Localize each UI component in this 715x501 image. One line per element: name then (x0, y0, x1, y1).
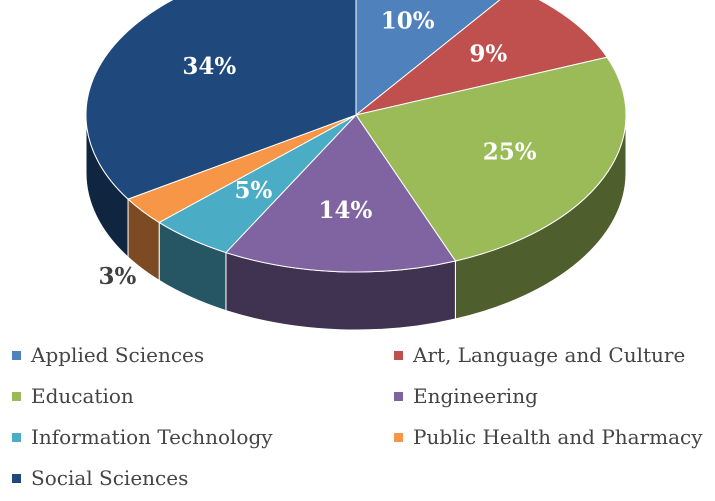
legend-swatch (394, 391, 403, 401)
legend-label: Art, Language and Culture (413, 343, 686, 367)
data-label: 5% (234, 177, 272, 204)
legend: Applied Sciences Art, Language and Cultur… (12, 340, 712, 500)
legend-swatch (12, 391, 21, 401)
legend-item-social-sciences: Social Sciences (12, 463, 188, 493)
legend-item-applied-sciences: Applied Sciences (12, 340, 204, 370)
legend-label: Education (31, 384, 134, 408)
pie-sides (85, 114, 627, 331)
legend-swatch (394, 350, 403, 360)
legend-swatch (12, 432, 21, 442)
legend-item-education: Education (12, 381, 134, 411)
legend-label: Information Technology (31, 425, 273, 449)
data-label: 14% (319, 197, 373, 224)
slice-art-language-and-culture (355, 0, 608, 116)
legend-swatch (12, 350, 21, 360)
legend-item-engineering: Engineering (394, 381, 538, 411)
data-label: 3% (98, 263, 136, 290)
slice-social-sciences (85, 0, 357, 200)
legend-item-information-technology: Information Technology (12, 422, 273, 452)
legend-label: Public Health and Pharmacy (413, 425, 703, 449)
legend-item-art-language-and-culture: Art, Language and Culture (394, 340, 685, 370)
data-label: 10% (381, 7, 435, 34)
data-label: 9% (469, 40, 507, 67)
slice-education (355, 56, 627, 262)
legend-label: Applied Sciences (31, 343, 205, 367)
legend-swatch (394, 432, 403, 442)
data-labels: 10% 9% 25% 14% 5% 3% 34% (98, 7, 536, 290)
legend-label: Social Sciences (31, 466, 189, 490)
data-label: 34% (182, 53, 236, 80)
pie-slices (85, 0, 627, 273)
legend-swatch (12, 473, 21, 483)
pie-chart: 10% 9% 25% 14% 5% 3% 34% (85, 0, 627, 331)
slice-engineering (225, 114, 457, 273)
data-label: 25% (483, 139, 537, 166)
legend-item-public-health-and-pharmacy: Public Health and Pharmacy (394, 422, 703, 452)
legend-label: Engineering (413, 384, 538, 408)
